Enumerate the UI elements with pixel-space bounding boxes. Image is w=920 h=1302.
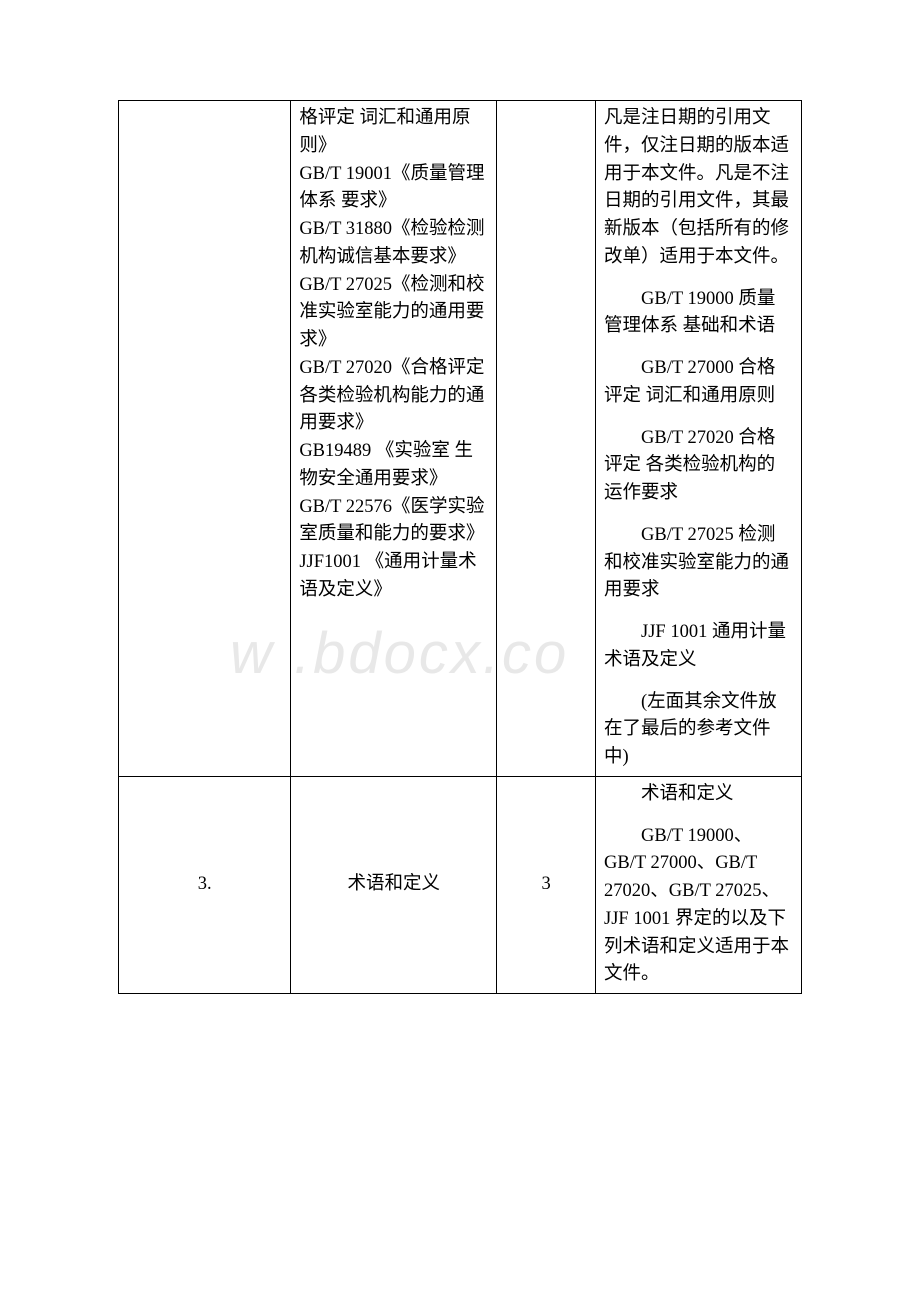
ref-line: GB/T 19001《质量管理体系 要求》 bbox=[299, 161, 488, 217]
ref-line: GB/T 27020《合格评定 各类检验机构能力的通用要求》 bbox=[299, 355, 488, 438]
paragraph: GB/T 19000 质量管理体系 基础和术语 bbox=[604, 286, 793, 342]
cell-row2-col1: 3. bbox=[119, 776, 291, 993]
cell-row2-col2: 术语和定义 bbox=[291, 776, 497, 993]
ref-line: JJF1001 《通用计量术语及定义》 bbox=[299, 549, 488, 605]
paragraph: JJF 1001 通用计量术语及定义 bbox=[604, 619, 793, 675]
paragraph: GB/T 27000 合格评定 词汇和通用原则 bbox=[604, 355, 793, 411]
cell-row1-col3 bbox=[497, 101, 596, 777]
table-row: 3. 术语和定义 3 术语和定义 GB/T 19000、GB/T 27000、G… bbox=[119, 776, 802, 993]
paragraph: GB/T 27020 合格评定 各类检验机构的运作要求 bbox=[604, 425, 793, 508]
ref-line: GB/T 27025《检测和校准实验室能力的通用要求》 bbox=[299, 272, 488, 355]
table-row: 格评定 词汇和通用原则》 GB/T 19001《质量管理体系 要求》 GB/T … bbox=[119, 101, 802, 777]
ref-line: GB/T 22576《医学实验室质量和能力的要求》 bbox=[299, 494, 488, 550]
ref-line: GB/T 31880《检验检测机构诚信基本要求》 bbox=[299, 216, 488, 272]
paragraph: GB/T 19000、GB/T 27000、GB/T 27020、GB/T 27… bbox=[604, 823, 793, 990]
comparison-table: 格评定 词汇和通用原则》 GB/T 19001《质量管理体系 要求》 GB/T … bbox=[118, 100, 802, 994]
paragraph: 术语和定义 bbox=[604, 781, 793, 809]
paragraph: (左面其余文件放在了最后的参考文件中) bbox=[604, 689, 793, 772]
ref-line: GB19489 《实验室 生物安全通用要求》 bbox=[299, 438, 488, 494]
cell-row1-col2: 格评定 词汇和通用原则》 GB/T 19001《质量管理体系 要求》 GB/T … bbox=[291, 101, 497, 777]
cell-row1-col4: 凡是注日期的引用文件，仅注日期的版本适用于本文件。凡是不注日期的引用文件，其最新… bbox=[596, 101, 802, 777]
page-container: 格评定 词汇和通用原则》 GB/T 19001《质量管理体系 要求》 GB/T … bbox=[0, 0, 920, 1094]
paragraph: GB/T 27025 检测和校准实验室能力的通用要求 bbox=[604, 522, 793, 605]
paragraph: 凡是注日期的引用文件，仅注日期的版本适用于本文件。凡是不注日期的引用文件，其最新… bbox=[604, 105, 793, 272]
ref-line: 格评定 词汇和通用原则》 bbox=[299, 105, 488, 161]
cell-row2-col4: 术语和定义 GB/T 19000、GB/T 27000、GB/T 27020、G… bbox=[596, 776, 802, 993]
cell-row1-col1 bbox=[119, 101, 291, 777]
cell-row2-col3: 3 bbox=[497, 776, 596, 993]
